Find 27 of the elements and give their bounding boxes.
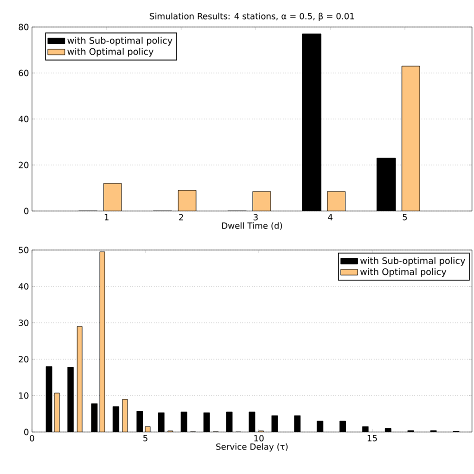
y-tick-label: 40 xyxy=(18,116,28,122)
y-tick-label: 80 xyxy=(18,24,28,30)
x-axis-title: Dwell Time (d) xyxy=(222,222,282,230)
y-tick-label: 50 xyxy=(18,246,28,254)
x-tick-label: 10 xyxy=(254,435,264,442)
x-tick-label: 0 xyxy=(30,435,34,442)
y-tick-label: 30 xyxy=(18,320,28,326)
legend-label: with Sub-optimal policy xyxy=(67,36,172,46)
legend-label: with Optimal policy xyxy=(360,268,446,277)
y-tick-label: 0 xyxy=(24,428,28,436)
y-tick-label: 40 xyxy=(18,283,28,290)
x-tick-label: 2 xyxy=(179,214,184,220)
y-tick-label: 0 xyxy=(24,208,28,214)
x-tick-label: 5 xyxy=(143,435,148,442)
x-tick-label: 3 xyxy=(254,214,258,220)
chart-title: Simulation Results: 4 stations, α = 0.5, β = 0.01 xyxy=(150,12,354,21)
y-tick-label: 20 xyxy=(18,162,28,168)
y-tick-label: 10 xyxy=(19,392,28,399)
x-axis-title: Service Delay (τ) xyxy=(216,443,288,452)
x-tick-label: 5 xyxy=(402,214,407,220)
y-tick-label: 60 xyxy=(18,70,28,76)
x-tick-label: 1 xyxy=(104,214,108,220)
x-tick-label: 15 xyxy=(368,435,377,442)
x-tick-label: 4 xyxy=(328,214,333,220)
legend-label: with Sub-optimal policy xyxy=(360,257,466,266)
y-tick-label: 20 xyxy=(18,356,28,362)
legend-label: with Optimal policy xyxy=(67,48,154,57)
